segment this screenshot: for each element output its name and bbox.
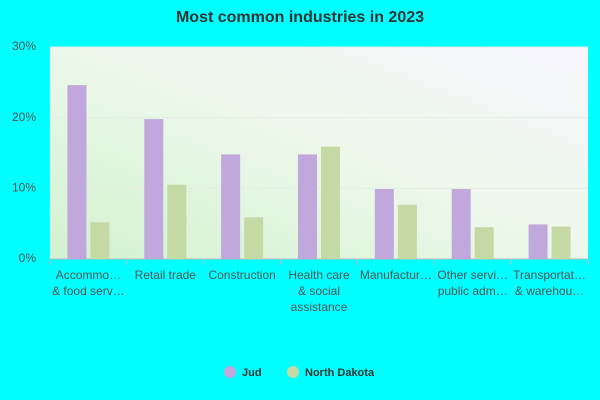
y-tick-label: 20% [12, 110, 36, 124]
y-tick-label: 10% [12, 181, 36, 195]
bar [221, 154, 241, 259]
x-tick-label: Manufactur… [359, 268, 432, 282]
bar [528, 224, 548, 259]
plot-background [50, 47, 588, 259]
chart-title: Most common industries in 2023 [176, 9, 424, 26]
x-tick-label: Health care & social assistance [288, 268, 350, 314]
x-tick-label: Accommo… & food serv… [52, 268, 125, 298]
x-tick-label: Construction [208, 268, 276, 282]
x-tick-label: Retail trade [134, 268, 196, 282]
bar [67, 85, 87, 259]
x-tick-label: Transportat… & warehou… [513, 268, 587, 298]
bar [90, 222, 110, 259]
bar [321, 146, 340, 259]
y-tick-label: 30% [12, 39, 36, 53]
x-tick-label: Other servi… public adm… [437, 268, 509, 298]
bar [374, 189, 394, 259]
bar [144, 119, 164, 259]
legend-label: Jud [242, 367, 262, 379]
y-tick-label: 0% [19, 251, 37, 265]
bar [298, 154, 317, 259]
bar [451, 189, 471, 259]
bar [551, 226, 571, 259]
legend-marker [224, 366, 236, 378]
bar [167, 184, 187, 259]
legend-label: North Dakota [305, 367, 375, 379]
bar [244, 217, 264, 259]
bar [474, 227, 494, 259]
legend-marker [287, 366, 299, 378]
bar [397, 204, 417, 259]
